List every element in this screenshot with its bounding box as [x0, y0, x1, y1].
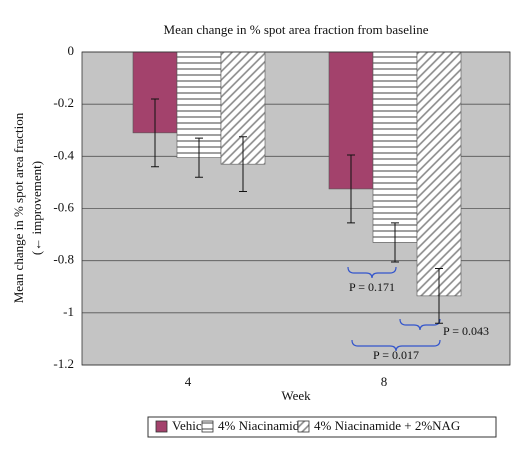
y-tick-label: -1 [63, 304, 74, 319]
error-bar [435, 267, 443, 324]
error-bar [347, 154, 355, 224]
bracket [399, 318, 441, 331]
legend [147, 416, 497, 438]
legend-swatch [201, 420, 214, 433]
bracket [351, 339, 441, 352]
y-tick-label: -1.2 [53, 356, 74, 371]
plot-frame [81, 51, 511, 366]
legend-label: 4% Niacinamide [218, 418, 305, 433]
y-tick-label: -0.8 [53, 252, 74, 267]
bar [372, 51, 418, 243]
y-axis-label: (← improvement) [29, 161, 44, 255]
error-bar [239, 136, 247, 193]
x-tick-label: 8 [381, 374, 388, 389]
legend-swatch [297, 420, 310, 433]
x-tick-label: 4 [185, 374, 192, 389]
y-tick-label: -0.4 [53, 147, 74, 162]
error-bar [391, 222, 399, 263]
bracket [347, 266, 397, 279]
error-bar [195, 137, 203, 178]
y-tick-label: -0.6 [53, 199, 74, 214]
brackets [347, 266, 441, 352]
legend-label: Vehicle [172, 418, 211, 433]
error-bar [151, 98, 159, 168]
annotation: P = 0.017 [373, 348, 419, 362]
legend-swatch [155, 420, 168, 433]
y-axis-label: Mean change in % spot area fraction [11, 112, 26, 303]
legend-label: 4% Niacinamide + 2%NAG [314, 418, 460, 433]
annotation: P = 0.043 [443, 324, 489, 338]
x-axis-label: Week [281, 388, 311, 403]
y-tick-label: 0 [68, 43, 75, 58]
annotation: P = 0.171 [349, 280, 395, 294]
chart-title: Mean change in % spot area fraction from… [164, 22, 429, 37]
y-tick-label: -0.2 [53, 95, 74, 110]
bar [416, 51, 462, 297]
